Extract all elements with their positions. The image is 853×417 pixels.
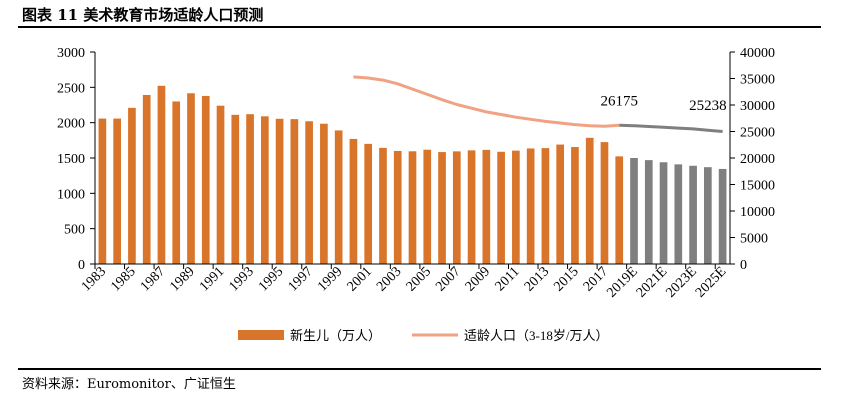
bar (556, 144, 565, 264)
bar (393, 150, 402, 264)
x-tick-label: 2001 (345, 264, 375, 294)
legend-line-label: 适龄人口（3-18岁/万人） (464, 328, 608, 343)
bar (157, 85, 166, 265)
x-tick-label: 1987 (138, 264, 168, 294)
y-left-tick-label: 2000 (57, 117, 85, 132)
y-left-tick-label: 1500 (57, 152, 85, 167)
y-left-tick-label: 2500 (57, 81, 85, 96)
y-right-tick-label: 25000 (740, 126, 775, 141)
bar (571, 147, 579, 264)
x-tick-label: 1997 (286, 264, 316, 294)
x-tick-label: 2011 (493, 264, 523, 294)
x-tick-label: 1999 (315, 264, 345, 294)
title-rule (18, 26, 821, 28)
bar (482, 149, 491, 264)
y-right-tick-label: 40000 (740, 46, 775, 61)
bar (320, 123, 328, 264)
y-right-tick-label: 0 (740, 258, 747, 273)
bar (452, 151, 461, 264)
bar (305, 121, 313, 265)
bar (275, 118, 284, 264)
bar (246, 114, 254, 264)
bar (113, 118, 121, 265)
bar (172, 101, 181, 264)
bar (187, 93, 195, 264)
legend: 新生儿（万人） 适龄人口（3-18岁/万人） (238, 328, 608, 343)
line-actual (353, 75, 620, 128)
bar (260, 116, 269, 264)
y-left-tick-label: 1000 (57, 187, 85, 202)
bar (438, 152, 446, 264)
legend-bar-label: 新生儿（万人） (290, 328, 381, 343)
bar-forecast (674, 164, 683, 264)
y-right-tick-label: 30000 (740, 99, 775, 114)
y-right-tick-label: 5000 (740, 232, 768, 247)
y-left-tick-label: 500 (64, 223, 85, 238)
bar (98, 118, 107, 265)
bar (600, 142, 609, 264)
annotation-label: 25238 (689, 98, 727, 114)
annotation-label: 26175 (600, 93, 638, 109)
bar (334, 130, 343, 264)
bar (615, 156, 624, 264)
bar (142, 94, 151, 264)
x-tick-label: 1991 (197, 264, 227, 294)
x-tick-label: 2003 (374, 264, 404, 294)
y-right-tick-label: 20000 (740, 152, 775, 167)
bar (497, 151, 505, 264)
bar (379, 147, 387, 264)
bar (467, 150, 476, 264)
y-right-tick-label: 10000 (740, 205, 775, 220)
annotations: 26175 25238 (600, 93, 726, 114)
x-tick-label: 1985 (108, 264, 138, 294)
y-right-axis: 0 5000 10000 15000 20000 25000 30000 35000 40000 (729, 46, 775, 273)
x-tick-label: 2019E (604, 264, 640, 300)
x-tick-label: 2005 (404, 264, 434, 294)
x-tick-label: 1989 (167, 264, 197, 294)
x-tick-label: 2023E (663, 264, 699, 300)
x-tick-label: 1995 (256, 264, 286, 294)
y-left-tick-label: 0 (78, 258, 85, 273)
x-axis: 1983 1985 1987 1989 1991 1993 1995 1997 1999 2001… (79, 263, 730, 301)
x-tick-label: 2025E (693, 264, 729, 300)
figure-title: 图表 11 美术教育市场适龄人口预测 (22, 6, 264, 24)
x-tick-label: 2015 (551, 264, 581, 294)
y-right-tick-label: 15000 (740, 179, 775, 194)
y-left-tick-label: 3000 (57, 46, 85, 61)
bar-forecast (689, 165, 697, 264)
bar (216, 105, 225, 264)
line-series-school-age (353, 75, 723, 133)
bar (349, 138, 358, 264)
bar-forecast (630, 158, 638, 264)
bar (585, 137, 594, 264)
bar (423, 149, 432, 264)
x-tick-label: 2007 (433, 264, 463, 294)
x-tick-label: 2009 (463, 264, 493, 294)
bar-forecast (659, 162, 668, 264)
bar (128, 107, 136, 265)
bar (512, 150, 520, 264)
x-tick-label: 2021E (634, 264, 670, 300)
bar (364, 143, 373, 264)
bar (526, 148, 535, 264)
line-forecast (619, 123, 723, 133)
y-right-tick-label: 35000 (740, 73, 775, 88)
bar-forecast (644, 160, 653, 264)
bar (201, 95, 210, 264)
bar-forecast (704, 167, 712, 264)
source-note: 资料来源：Euromonitor、广证恒生 (22, 377, 236, 392)
x-tick-label: 2013 (522, 264, 552, 294)
bar-series-newborns (98, 85, 727, 265)
bar (541, 148, 550, 264)
source-rule (18, 368, 821, 370)
y-left-axis: 0 500 1000 1500 2000 2500 3000 (57, 46, 96, 273)
bar (231, 114, 240, 265)
bar-forecast (718, 168, 727, 264)
bar (408, 151, 417, 264)
legend-bar-swatch (238, 330, 284, 340)
bar (290, 119, 299, 264)
x-tick-label: 1993 (226, 264, 256, 294)
